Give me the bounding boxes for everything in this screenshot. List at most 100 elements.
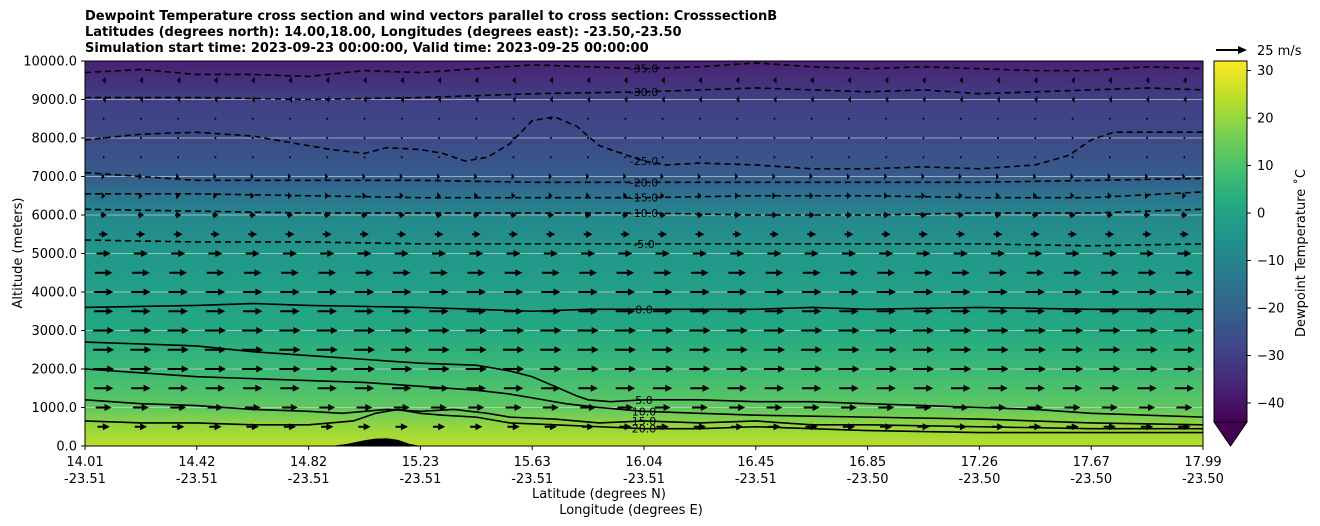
wind-vector-head	[963, 384, 971, 392]
wind-vector	[1071, 117, 1074, 120]
wind-vector-head	[846, 230, 854, 238]
wind-vector	[624, 156, 627, 159]
wind-vector-head	[772, 230, 779, 238]
wind-vector	[773, 156, 776, 159]
wind-vector-head	[1183, 423, 1191, 431]
wind-vector	[288, 117, 291, 120]
wind-vector-head	[697, 211, 703, 219]
wind-vector-head	[554, 327, 562, 334]
wind-vector-head	[1149, 307, 1157, 315]
wind-vector-head	[1110, 404, 1118, 411]
wind-vector-head	[143, 288, 151, 296]
wind-vector-head	[699, 423, 707, 431]
wind-vector	[400, 156, 403, 159]
wind-vector	[997, 137, 1000, 139]
wind-vector-head	[399, 211, 405, 219]
wind-vector-head	[403, 269, 411, 277]
wind-vector	[288, 137, 291, 139]
colorbar-tick-label: 0	[1257, 207, 1265, 222]
y-tick-label: 10000.0	[23, 55, 77, 70]
wind-vector-head	[927, 346, 935, 354]
wind-vector-head	[1037, 307, 1045, 315]
contour-label: 10.0	[632, 405, 657, 418]
y-tick-label: 9000.0	[32, 93, 78, 108]
wind-vector-head	[214, 76, 218, 84]
wind-vector-head	[1148, 269, 1156, 277]
wind-vector-head	[962, 269, 970, 277]
wind-vector-head	[250, 192, 255, 200]
wind-vector-head	[142, 269, 150, 277]
wind-vector	[400, 117, 403, 120]
wind-vector	[810, 156, 813, 159]
wind-vector-head	[1037, 288, 1045, 296]
wind-vector-head	[329, 307, 337, 315]
wind-vector-head	[139, 76, 143, 84]
wind-vector-head	[889, 346, 897, 354]
wind-vector-head	[996, 76, 1001, 84]
colorbar-gradient	[1213, 60, 1248, 423]
x-axis-label-latitude: Latitude (degrees N)	[532, 487, 666, 502]
wind-vector-head	[479, 365, 487, 373]
wind-vector-head	[958, 173, 962, 180]
wind-vector-head	[998, 250, 1006, 257]
wind-vector-head	[1001, 346, 1009, 354]
wind-vector-head	[1001, 327, 1009, 334]
wind-vector-head	[884, 76, 889, 84]
wind-vector-head	[958, 211, 964, 219]
wind-vector	[326, 117, 329, 120]
wind-vector-head	[1107, 230, 1115, 238]
wind-vector	[1108, 156, 1111, 159]
wind-vector-head	[587, 423, 595, 431]
wind-vector-head	[921, 192, 926, 200]
wind-vector-head	[437, 76, 442, 84]
wind-vector-head	[1033, 230, 1040, 238]
wind-vector-head	[813, 269, 821, 277]
wind-vector	[698, 156, 701, 159]
wind-vector-head	[1070, 230, 1077, 238]
wind-vector-head	[251, 423, 259, 431]
wind-vector-head	[101, 173, 105, 180]
wind-vector-head	[815, 365, 823, 373]
wind-vector-head	[250, 211, 256, 219]
contour-line	[85, 368, 1203, 426]
wind-vector-head	[437, 192, 441, 200]
wind-vector-head	[101, 192, 106, 200]
wind-vector-head	[628, 307, 636, 315]
wind-vector-head	[215, 250, 223, 257]
colorbar: 30 20 10 0 −10 −20 −30 −40 Dewpoint Temperature…	[1213, 60, 1309, 447]
x-tick-label-lat: 14.42	[178, 455, 215, 470]
wind-vector-head	[1108, 96, 1112, 103]
wind-vector-head	[887, 404, 895, 411]
wind-vector-head	[700, 404, 708, 411]
wind-vector-head	[1183, 76, 1187, 84]
wind-vector-head	[809, 211, 815, 219]
wind-vector	[102, 117, 105, 120]
wind-vector-head	[213, 173, 217, 180]
wind-vector	[251, 156, 254, 159]
wind-vector-head	[811, 250, 819, 257]
wind-vector-head	[1034, 423, 1042, 431]
wind-vector-head	[1182, 173, 1186, 180]
wind-vector-head	[1070, 211, 1076, 219]
wind-vector-head	[921, 211, 927, 219]
wind-vector-head	[884, 173, 888, 180]
wind-vector	[997, 117, 1000, 120]
wind-vector-head	[474, 211, 480, 219]
wind-vector-head	[363, 76, 367, 84]
contour-line	[85, 191, 1203, 199]
wind-vector-head	[106, 288, 114, 296]
colorbar-label: Dewpoint Temperature ˚C	[1293, 169, 1309, 337]
wind-vector-head	[662, 250, 670, 257]
wind-vector	[736, 156, 739, 159]
wind-vector	[400, 137, 403, 139]
chart-title-line-1: Dewpoint Temperature cross section and w…	[85, 9, 778, 24]
wind-vector-head	[101, 230, 109, 238]
wind-vector-head	[661, 96, 665, 103]
contour-label: -20.0	[630, 176, 658, 189]
wind-vector-head	[1037, 384, 1045, 392]
wind-vector-head	[287, 230, 295, 238]
wind-vector-head	[293, 365, 301, 373]
wind-vector-head	[849, 250, 857, 257]
wind-vector-head	[1075, 307, 1083, 315]
wind-vector-head	[666, 327, 674, 334]
